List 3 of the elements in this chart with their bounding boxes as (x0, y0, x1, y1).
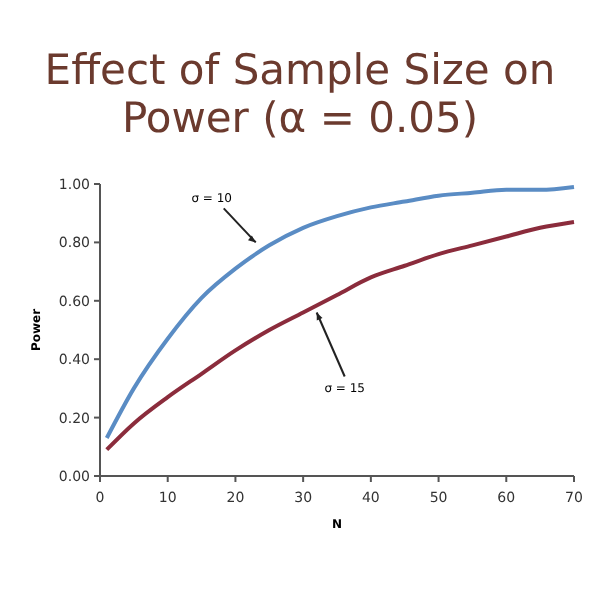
line-series (104, 219, 576, 452)
chart-title: Effect of Sample Size on Power (α = 0.05) (44, 46, 556, 142)
line-series (104, 184, 576, 441)
